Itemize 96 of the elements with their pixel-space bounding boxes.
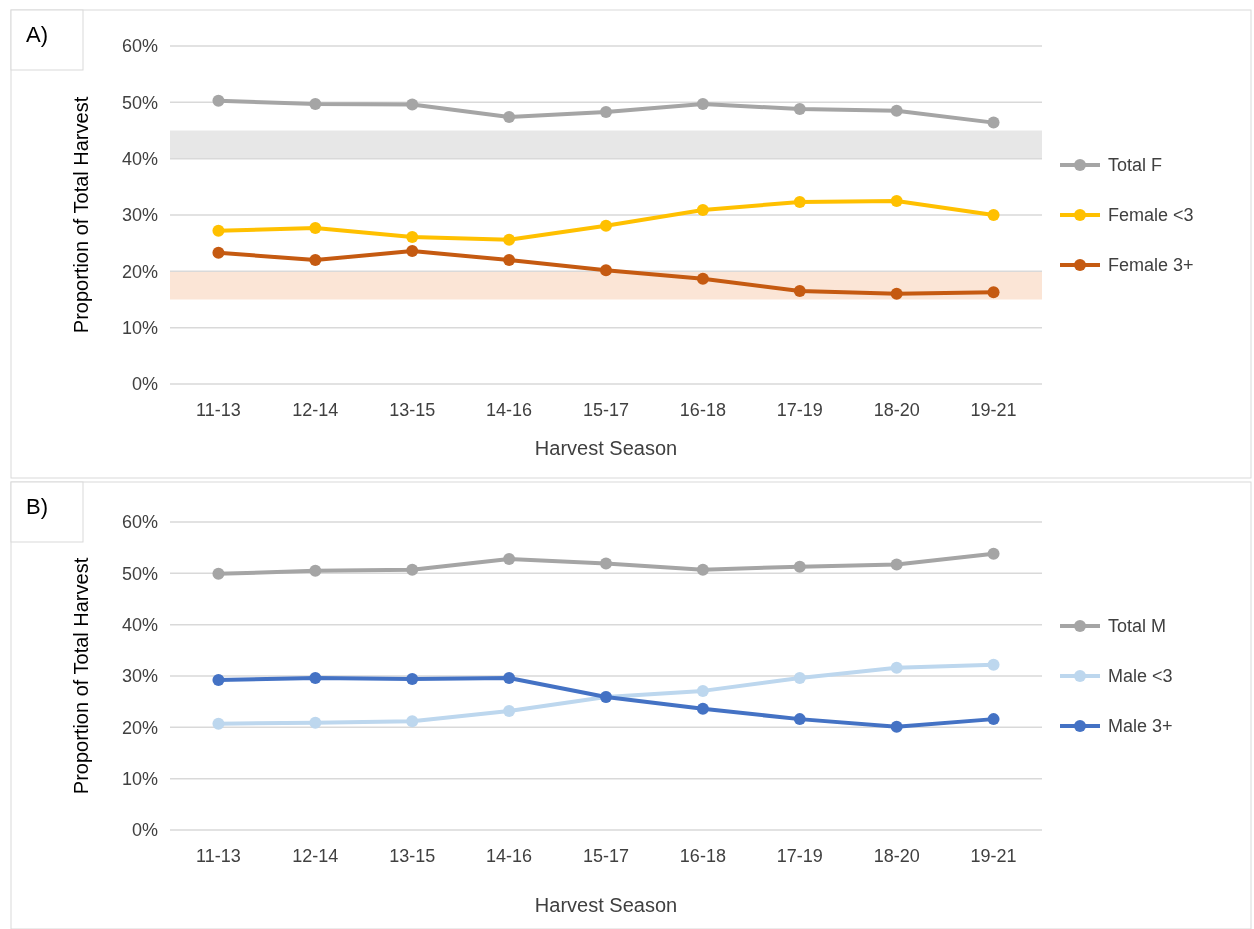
point xyxy=(600,219,612,232)
point xyxy=(696,702,709,715)
point xyxy=(890,104,903,117)
point xyxy=(212,246,225,259)
point xyxy=(793,196,806,209)
point xyxy=(406,245,419,258)
point xyxy=(987,116,1000,129)
x-tick-label: 11-13 xyxy=(196,846,241,866)
x-tick-label: 14-16 xyxy=(486,400,533,420)
point xyxy=(406,673,419,686)
chart-title: B) xyxy=(26,494,48,519)
point xyxy=(696,272,709,285)
point xyxy=(987,547,1000,560)
point xyxy=(406,230,419,243)
point xyxy=(696,98,709,111)
point xyxy=(696,203,709,216)
point xyxy=(890,720,903,733)
x-tick-label: 19-21 xyxy=(970,400,1017,420)
point xyxy=(406,563,419,576)
y-tick-label: 10% xyxy=(121,768,158,789)
point xyxy=(503,704,516,717)
y-tick-label: 10% xyxy=(121,317,158,338)
legend-label: Total M xyxy=(1108,616,1167,637)
x-axis-title: Harvest Season xyxy=(534,894,678,916)
x-tick-label: 14-16 xyxy=(486,846,533,866)
y-tick-label: 30% xyxy=(121,205,158,226)
y-tick-label: 0% xyxy=(131,374,158,395)
x-tick-label: 19-21 xyxy=(970,846,1017,866)
x-tick-label: 12-14 xyxy=(292,846,339,866)
point xyxy=(890,661,903,674)
x-tick-label: 15-17 xyxy=(582,400,630,420)
point xyxy=(890,287,903,300)
y-axis-title: Proportion of Total Harvest xyxy=(70,96,92,334)
point xyxy=(600,105,612,118)
legend-label: Male <3 xyxy=(1108,666,1173,687)
point xyxy=(987,658,1000,671)
y-tick-label: 0% xyxy=(131,820,158,841)
point xyxy=(600,557,612,570)
x-tick-label: 15-17 xyxy=(582,846,630,866)
y-tick-label: 50% xyxy=(121,92,158,113)
point xyxy=(890,558,903,571)
x-tick-label: 11-13 xyxy=(196,400,241,420)
y-tick-label: 30% xyxy=(121,666,158,687)
y-tick-label: 40% xyxy=(121,148,158,169)
point xyxy=(309,564,322,577)
point xyxy=(987,286,1000,299)
y-tick-label: 40% xyxy=(121,614,158,635)
point xyxy=(212,567,225,580)
y-tick-label: 20% xyxy=(121,717,158,738)
point xyxy=(793,103,806,116)
point xyxy=(309,672,322,685)
point xyxy=(406,715,419,728)
point xyxy=(987,713,1000,726)
point xyxy=(793,560,806,573)
y-tick-label: 20% xyxy=(121,261,158,282)
point xyxy=(212,674,225,687)
point xyxy=(309,716,322,729)
y-axis-title: Proportion of Total Harvest xyxy=(70,557,92,795)
x-tick-label: 13-15 xyxy=(389,846,436,866)
chart-title: A) xyxy=(26,22,48,47)
point xyxy=(696,563,709,576)
x-tick-label: 16-18 xyxy=(679,400,726,420)
point xyxy=(793,285,806,298)
x-tick-label: 18-20 xyxy=(873,400,920,420)
point xyxy=(600,264,612,277)
legend-label: Total F xyxy=(1108,155,1163,176)
x-tick-label: 16-18 xyxy=(679,846,726,866)
y-tick-label: 60% xyxy=(121,36,158,57)
point xyxy=(793,672,806,685)
point xyxy=(212,224,225,237)
point xyxy=(503,233,516,246)
y-tick-label: 50% xyxy=(121,563,158,584)
point xyxy=(890,194,903,207)
point xyxy=(987,209,1000,221)
x-tick-label: 13-15 xyxy=(389,400,436,420)
legend-label: Female <3 xyxy=(1108,205,1194,226)
point xyxy=(696,684,709,697)
point xyxy=(309,221,322,234)
x-tick-label: 12-14 xyxy=(292,400,339,420)
point xyxy=(503,254,516,267)
point xyxy=(309,254,322,267)
point xyxy=(212,94,225,107)
y-tick-label: 60% xyxy=(121,512,158,533)
point xyxy=(503,672,516,685)
legend-label: Male 3+ xyxy=(1108,716,1173,737)
point xyxy=(793,713,806,726)
point xyxy=(406,98,419,111)
legend-label: Female 3+ xyxy=(1108,255,1194,276)
point xyxy=(503,110,516,123)
point xyxy=(212,717,225,730)
point xyxy=(503,552,516,565)
x-tick-label: 17-19 xyxy=(776,846,823,866)
x-tick-label: 17-19 xyxy=(776,400,823,420)
x-axis-title: Harvest Season xyxy=(534,437,678,459)
x-tick-label: 18-20 xyxy=(873,846,920,866)
point xyxy=(309,98,322,111)
